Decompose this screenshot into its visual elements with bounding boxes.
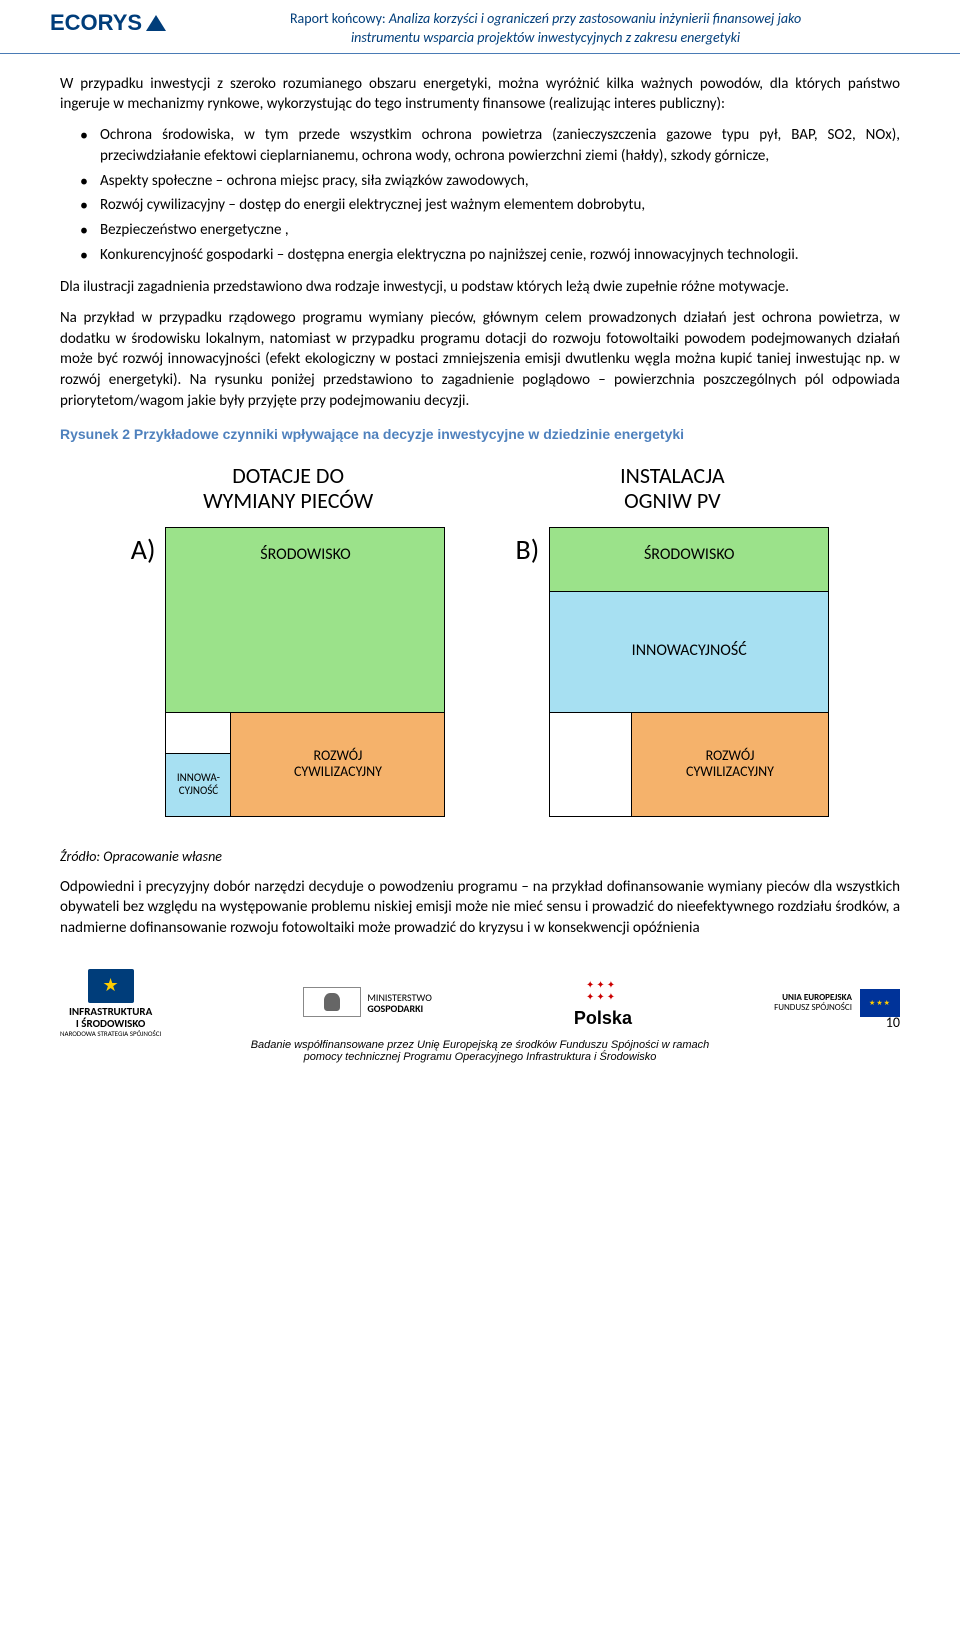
- infrastructure-icon: ★: [88, 969, 134, 1003]
- list-item: Konkurencyjność gospodarki – dostępna en…: [100, 245, 900, 266]
- segment-innovation-a: INNOWA-CYJNOŚĆ: [166, 753, 230, 816]
- list-item: Rozwój cywilizacyjny – dostęp do energii…: [100, 195, 900, 216]
- page-content: W przypadku inwestycji z szeroko rozumia…: [0, 54, 960, 959]
- figure-caption: Rysunek 2 Przykładowe czynniki wpływając…: [60, 425, 900, 444]
- list-item: Ochrona środowiska, w tym przede wszystk…: [100, 125, 900, 166]
- paragraph-conclusion: Odpowiedni i precyzyjny dobór narzędzi d…: [60, 877, 900, 939]
- triangle-icon: [146, 15, 166, 31]
- diagram-title-b: INSTALACJA OGNIW PV: [620, 463, 724, 514]
- segment-environment-b: ŚRODOWISKO: [550, 528, 828, 591]
- logo-polska: Polska: [574, 977, 632, 1029]
- diagram-box-a: ŚRODOWISKO ROZWÓJCYWILIZACYJNY INNOWA-CY…: [165, 527, 445, 817]
- diagram-letter-b: B): [515, 531, 539, 570]
- figure-diagram: DOTACJE DO WYMIANY PIECÓW A) ŚRODOWISKO …: [60, 463, 900, 818]
- segment-innovation-b: INNOWACYJNOŚĆ: [550, 592, 828, 713]
- paragraph-illustration: Dla ilustracji zagadnienia przedstawiono…: [60, 277, 900, 298]
- pattern-icon: [582, 977, 624, 1009]
- logo-text: ECORYS: [50, 10, 142, 36]
- diagram-title-a: DOTACJE DO WYMIANY PIECÓW: [203, 463, 373, 514]
- logo-ministerstwo: MINISTERSTWO GOSPODARKI: [303, 987, 431, 1019]
- paragraph-intro: W przypadku inwestycji z szeroko rozumia…: [60, 74, 900, 115]
- diagram-column-b: INSTALACJA OGNIW PV B) ŚRODOWISKO INNOWA…: [515, 463, 829, 818]
- page-header: ECORYS Raport końcowy: Analiza korzyści …: [0, 0, 960, 54]
- segment-civilization-b: ROZWÓJCYWILIZACYJNY: [631, 713, 828, 817]
- logo-infrastruktura: ★ INFRASTRUKTURA I ŚRODOWISKO NARODOWA S…: [60, 969, 161, 1038]
- logo-eu: UNIA EUROPEJSKA FUNDUSZ SPÓJNOŚCI ★★★: [774, 989, 900, 1017]
- paragraph-example: Na przykład w przypadku rządowego progra…: [60, 308, 900, 411]
- list-item: Bezpieczeństwo energetyczne ,: [100, 220, 900, 241]
- list-item: Aspekty społeczne – ochrona miejsc pracy…: [100, 171, 900, 192]
- eu-flag-icon: ★★★: [860, 989, 900, 1017]
- bullet-list: Ochrona środowiska, w tym przede wszystk…: [60, 125, 900, 265]
- segment-environment-a: ŚRODOWISKO: [166, 528, 444, 712]
- footer-disclaimer: Badanie współfinansowane przez Unię Euro…: [0, 1039, 960, 1063]
- eagle-icon: [303, 987, 361, 1017]
- report-title: Raport końcowy: Analiza korzyści i ogran…: [166, 10, 910, 48]
- diagram-box-b: ŚRODOWISKO INNOWACYJNOŚĆ ROZWÓJCYWILIZAC…: [549, 527, 829, 817]
- diagram-column-a: DOTACJE DO WYMIANY PIECÓW A) ŚRODOWISKO …: [131, 463, 446, 818]
- ecorys-logo: ECORYS: [50, 10, 166, 36]
- segment-civilization-a: ROZWÓJCYWILIZACYJNY: [230, 713, 444, 817]
- figure-source: Źródło: Opracowanie własne: [60, 847, 900, 866]
- diagram-letter-a: A): [131, 531, 156, 570]
